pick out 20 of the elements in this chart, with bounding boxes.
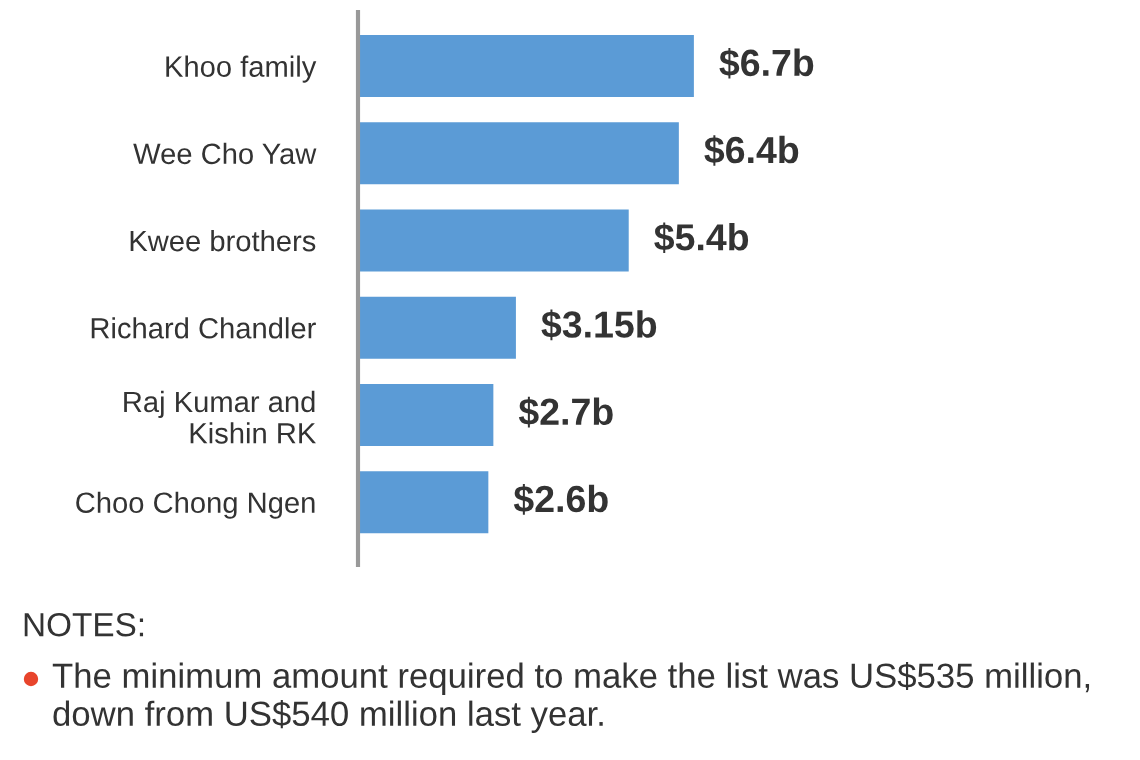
bar	[358, 35, 694, 98]
data-label: $5.4b	[654, 222, 749, 254]
y-tick-label: Kwee brothers	[130, 229, 316, 252]
text: The minimum amount required to make the list was US$535 million, down from US$540 million last year.	[52, 662, 1090, 733]
text: NOTES:	[24, 612, 144, 637]
y-tick-label: Richard Chandler	[91, 317, 316, 339]
data-label: $6.4b	[704, 135, 799, 166]
data-label: $2.6b	[513, 484, 608, 515]
y-tick-label: Wee Cho Yaw	[133, 142, 317, 165]
data-label: $2.7b	[518, 396, 613, 428]
bar	[358, 122, 679, 185]
data-label: $6.7b	[719, 47, 814, 79]
bar	[358, 471, 489, 534]
bar	[358, 296, 516, 359]
data-label: $3.15b	[541, 309, 657, 341]
y-tick-label: Raj Kumar and Kishin RK	[124, 390, 317, 444]
y-tick-label: Choo Chong Ngen	[76, 491, 315, 519]
bar	[358, 209, 629, 272]
bar	[358, 384, 494, 446]
y-tick-label: Khoo family	[166, 55, 317, 83]
